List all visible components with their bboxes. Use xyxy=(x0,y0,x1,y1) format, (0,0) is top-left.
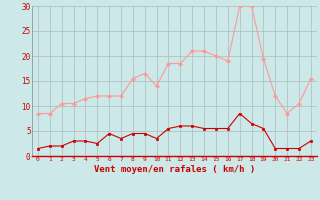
X-axis label: Vent moyen/en rafales ( km/h ): Vent moyen/en rafales ( km/h ) xyxy=(94,165,255,174)
